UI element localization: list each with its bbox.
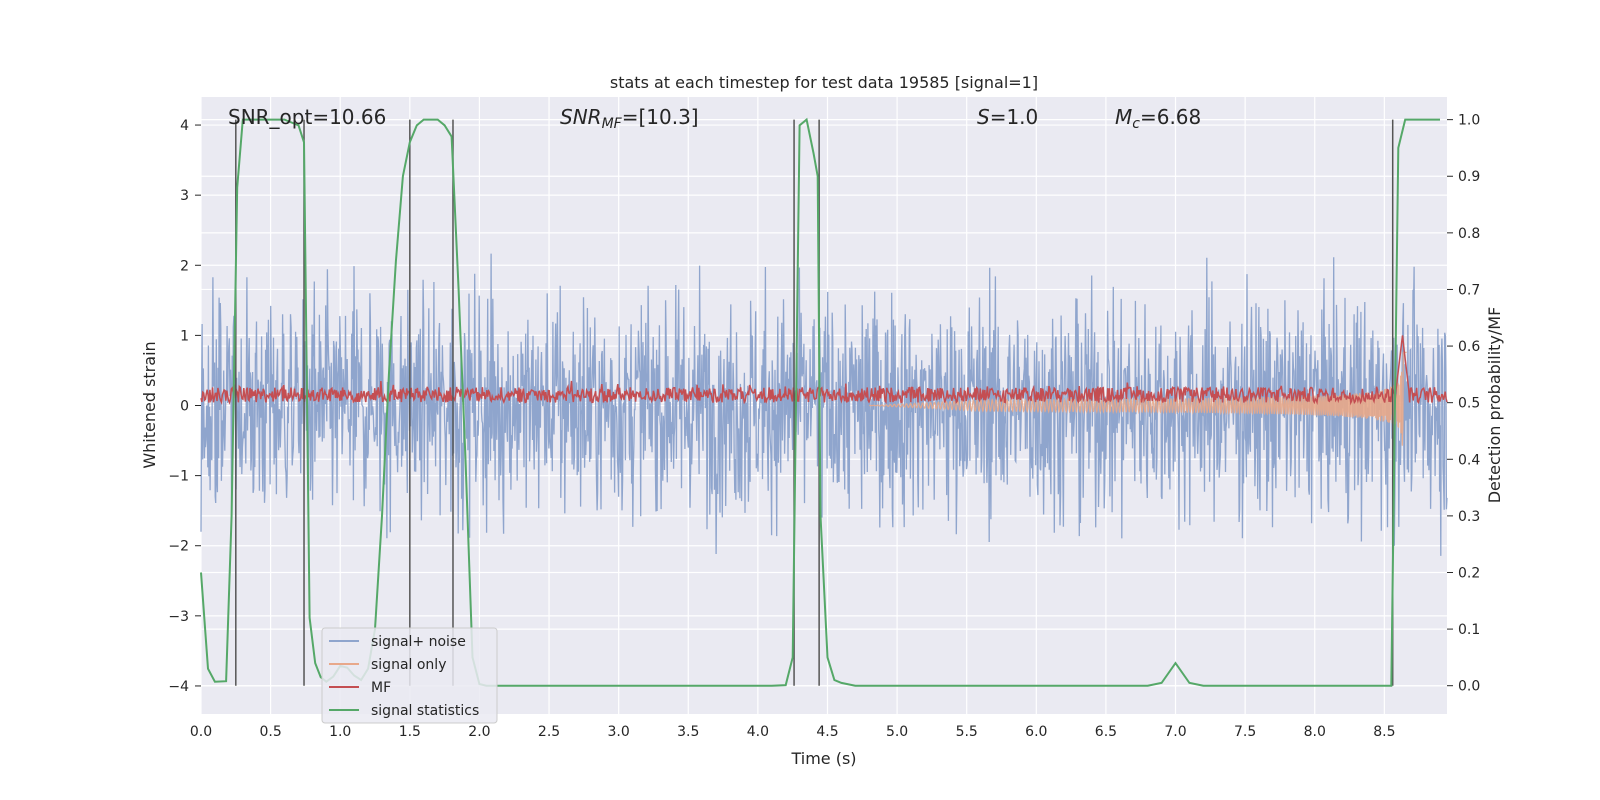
legend-label-noise: signal+ noise xyxy=(371,634,466,650)
y-right-tick-2: 0.8 xyxy=(1458,226,1480,242)
annotation-snr-mf: SNRMF=[10.3] xyxy=(560,105,699,132)
y-right-tick-1: 0.9 xyxy=(1458,169,1480,185)
x-axis-ticks: 0.0 0.5 1.0 1.5 2.0 2.5 3.0 3.5 4.0 4.5 5.0 5.5 6.0 6… xyxy=(190,724,1396,740)
y-left-tick-5: −1 xyxy=(168,469,189,485)
y-right-tick-10: 0.0 xyxy=(1458,679,1480,695)
stat-line xyxy=(200,117,1440,687)
y-right-axis-ticks: 1.0 0.9 0.8 0.7 0.6 0.5 0.4 0.3 0.2 0.1 0.0 xyxy=(1447,113,1480,695)
x-tick-11: 5.5 xyxy=(956,724,978,740)
x-tick-1: 0.5 xyxy=(259,724,281,740)
annotation-mc-main: M xyxy=(1115,105,1132,129)
y-right-tick-8: 0.2 xyxy=(1458,565,1480,581)
x-tick-14: 7.0 xyxy=(1164,724,1186,740)
annotation-mc: Mc=6.68 xyxy=(1115,105,1201,132)
x-tick-6: 3.0 xyxy=(608,724,630,740)
x-tick-13: 6.5 xyxy=(1095,724,1117,740)
annotation-s-value: =1.0 xyxy=(990,105,1039,129)
x-tick-12: 6.0 xyxy=(1025,724,1047,740)
x-tick-7: 3.5 xyxy=(677,724,699,740)
y-left-tick-2: 2 xyxy=(180,258,189,274)
x-tick-15: 7.5 xyxy=(1234,724,1256,740)
x-tick-17: 8.5 xyxy=(1373,724,1395,740)
annotation-mc-value: =6.68 xyxy=(1140,105,1201,129)
y-left-tick-7: −3 xyxy=(168,609,189,625)
y-left-tick-8: −4 xyxy=(168,679,189,695)
annotations: SNR_opt=10.66 SNRMF=[10.3] S=1.0 Mc=6.68 xyxy=(228,105,1201,132)
y-right-axis-label: Detection probability/MF xyxy=(1485,307,1504,504)
x-tick-4: 2.0 xyxy=(468,724,490,740)
legend: signal+ noise signal only MF signal stat… xyxy=(321,627,498,724)
annotation-s: S=1.0 xyxy=(977,105,1038,129)
y-right-tick-0: 1.0 xyxy=(1458,113,1480,129)
x-axis-label: Time (s) xyxy=(790,749,856,768)
y-right-tick-6: 0.4 xyxy=(1458,452,1480,468)
x-tick-3: 1.5 xyxy=(399,724,421,740)
y-right-tick-7: 0.3 xyxy=(1458,509,1480,525)
y-right-tick-5: 0.5 xyxy=(1458,396,1480,412)
x-tick-10: 5.0 xyxy=(886,724,908,740)
mf-line xyxy=(200,335,1448,406)
y-left-tick-0: 4 xyxy=(180,118,189,134)
x-tick-16: 8.0 xyxy=(1304,724,1326,740)
legend-label-signal: signal only xyxy=(371,657,446,673)
y-left-tick-1: 3 xyxy=(180,188,189,204)
x-tick-2: 1.0 xyxy=(329,724,351,740)
legend-label-stat: signal statistics xyxy=(371,703,479,719)
x-tick-8: 4.0 xyxy=(747,724,769,740)
annotation-snr-mf-sub: MF xyxy=(602,116,623,132)
annotation-mc-sub: c xyxy=(1132,116,1140,132)
y-right-tick-4: 0.6 xyxy=(1458,339,1480,355)
annotation-s-main: S xyxy=(977,105,990,129)
x-tick-5: 2.5 xyxy=(538,724,560,740)
annotation-snr-mf-main: SNR xyxy=(560,105,602,129)
annotation-snr-mf-value: =[10.3] xyxy=(622,105,699,129)
y-left-tick-4: 0 xyxy=(180,399,189,415)
legend-label-mf: MF xyxy=(371,680,391,696)
y-right-tick-3: 0.7 xyxy=(1458,282,1480,298)
x-tick-0: 0.0 xyxy=(190,724,212,740)
y-left-axis-label: Whitened strain xyxy=(140,341,159,468)
annotation-snr-opt: SNR_opt=10.66 xyxy=(228,105,386,129)
y-left-tick-6: −2 xyxy=(168,539,189,555)
series-signal-statistics xyxy=(200,117,1440,687)
x-tick-9: 4.5 xyxy=(816,724,838,740)
y-left-axis-ticks: 4 3 2 1 0 −1 −2 −3 −4 xyxy=(168,118,201,695)
y-right-tick-9: 0.1 xyxy=(1458,622,1480,638)
series-mf xyxy=(200,335,1448,406)
legend-box xyxy=(321,627,498,724)
y-left-tick-3: 1 xyxy=(180,328,189,344)
chart-title: stats at each timestep for test data 195… xyxy=(610,73,1038,92)
